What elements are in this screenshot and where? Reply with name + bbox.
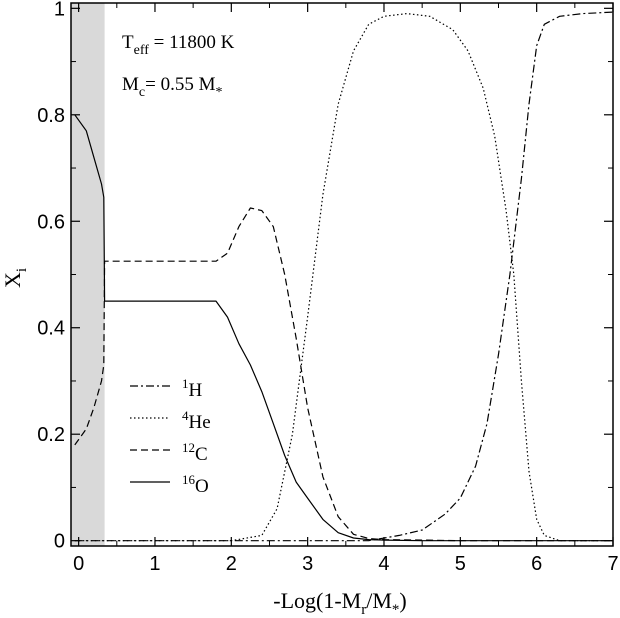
x-tick-label: 7 xyxy=(607,553,618,575)
y-tick-label: 0.6 xyxy=(37,211,65,233)
legend-label-c: 12C xyxy=(182,440,208,465)
shaded-core-region xyxy=(71,3,105,546)
y-tick-label: 0.2 xyxy=(37,424,65,446)
y-tick-label: 1 xyxy=(54,0,65,20)
annotation-core-mass: Mc= 0.55 M* xyxy=(122,74,222,100)
series-line-c xyxy=(74,207,613,542)
axis-ticks xyxy=(71,3,614,546)
series-line-he xyxy=(74,13,613,542)
x-tick-label: 2 xyxy=(226,553,237,575)
series-line-o xyxy=(74,114,613,542)
legend-label-o: 16O xyxy=(182,472,209,497)
y-tick-label: 0 xyxy=(54,531,65,553)
x-tick-label: 5 xyxy=(455,553,466,575)
series-line-h xyxy=(74,11,614,542)
legend-label-he: 4He xyxy=(182,408,211,433)
x-tick-label: 4 xyxy=(378,553,389,575)
x-axis-label: -Log(1-Mr/M*) xyxy=(273,588,407,618)
legend-label-h: 1H xyxy=(182,376,203,401)
legend: 1H 4He 12C 16O xyxy=(130,376,211,497)
x-tick-label: 6 xyxy=(531,553,542,575)
x-tick-label: 1 xyxy=(149,553,160,575)
plot-frame xyxy=(70,2,614,547)
y-axis-label: Xi xyxy=(0,268,30,288)
annotation-teff: Teff = 11800 K xyxy=(122,32,235,58)
series-lines xyxy=(74,11,614,542)
x-tick-label: 3 xyxy=(302,553,313,575)
x-tick-label: 0 xyxy=(73,553,84,575)
y-tick-label: 0.4 xyxy=(37,318,65,340)
y-tick-label: 0.8 xyxy=(37,105,65,127)
tick-labels: 0 1 2 3 4 5 6 7 0 0.2 0.4 0.6 0.8 1 xyxy=(37,0,618,575)
